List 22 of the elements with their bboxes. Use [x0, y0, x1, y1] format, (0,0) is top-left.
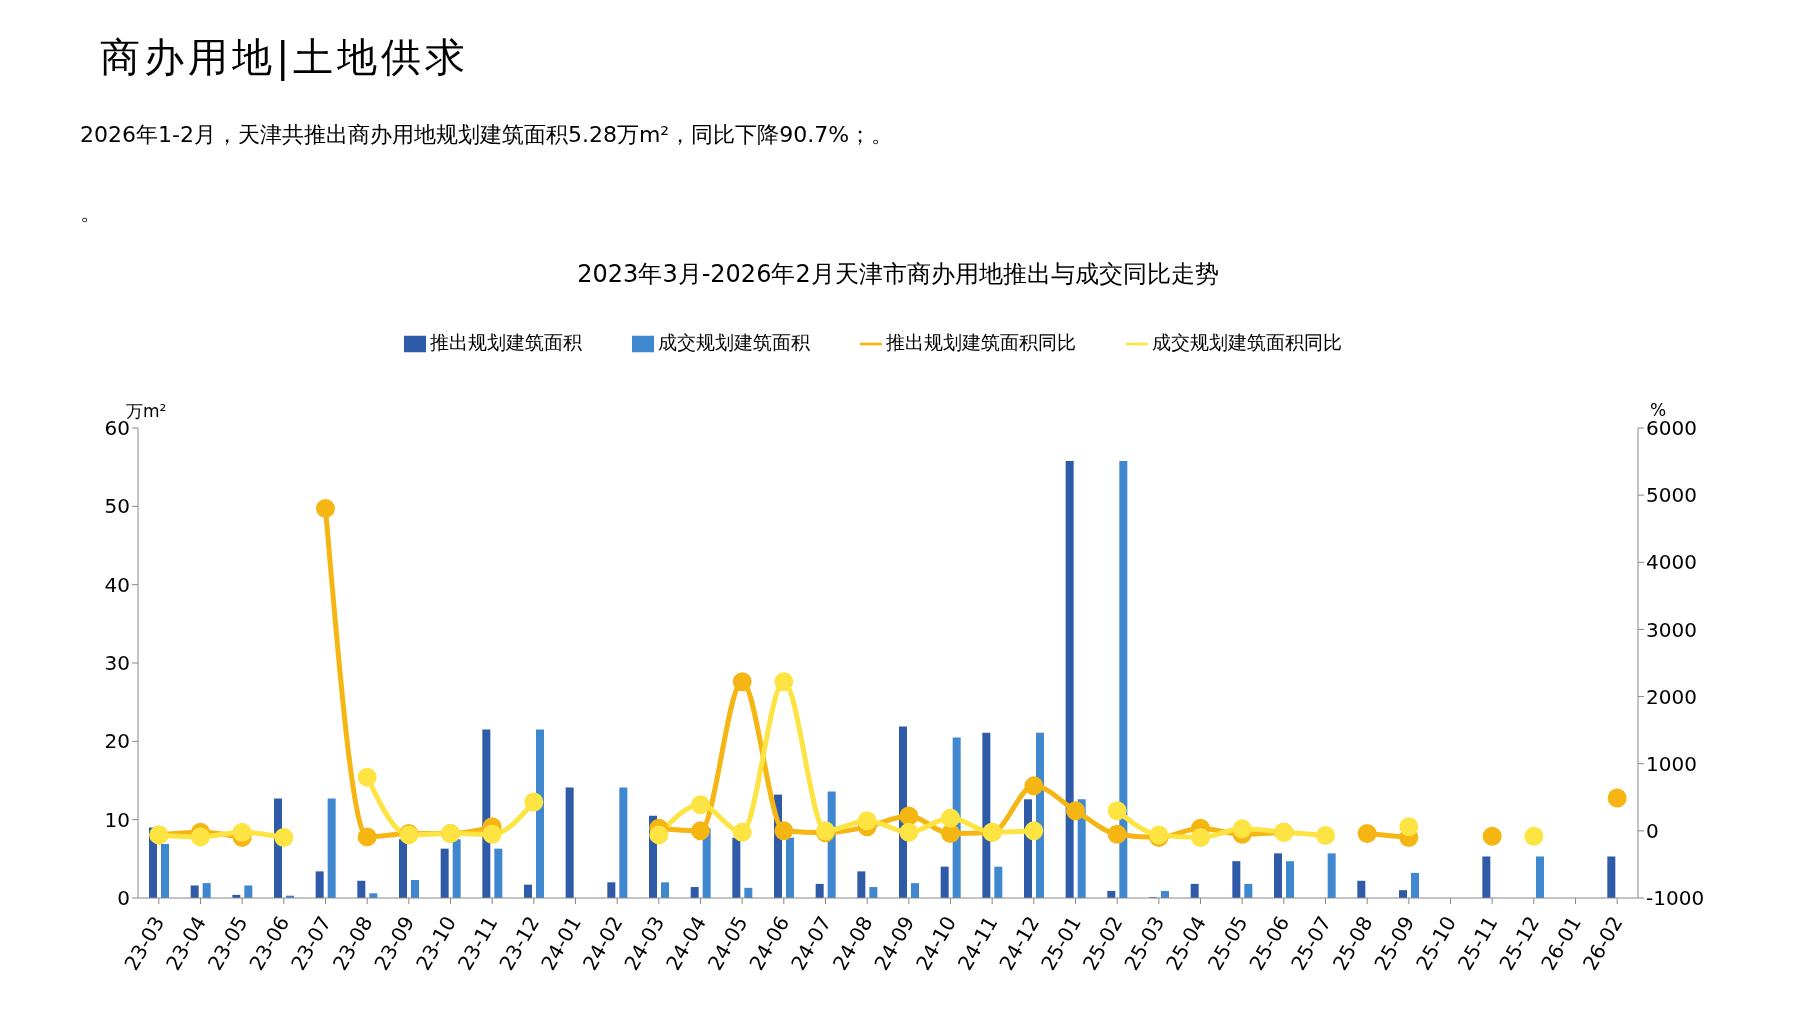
y2-tick-label: 4000	[1646, 550, 1697, 575]
y2-tick-label: 0	[1646, 818, 1659, 843]
y2-tick-label: 2000	[1646, 684, 1697, 709]
y-tick-label: 20	[104, 729, 130, 754]
text: 商办用地|土地供求	[100, 33, 470, 83]
y2-tick-label: 1000	[1646, 751, 1697, 776]
legend-label: 推出规划建筑面积同比	[886, 331, 1076, 353]
text: 。	[80, 199, 102, 227]
y-axis-title: 万m²	[126, 400, 167, 421]
y2-tick-label: -1000	[1646, 886, 1705, 911]
y-tick-label: 30	[104, 651, 130, 676]
chart-title: 2023年3月-2026年2月天津市商办用地推出与成交同比走势	[576, 259, 1220, 290]
text: 2026年1-2月，天津共推出商办用地规划建筑面积5.28万m²，同比下降90.7%；。	[80, 121, 894, 149]
y-tick-label: 40	[104, 572, 130, 597]
y2-tick-label: 5000	[1646, 483, 1697, 508]
legend-label: 成交规划建筑面积同比	[1152, 331, 1342, 353]
legend-label: 推出规划建筑面积	[430, 331, 582, 353]
y-tick-label: 50	[104, 494, 130, 519]
y2-tick-label: 3000	[1646, 617, 1697, 642]
y-tick-label: 0	[117, 886, 130, 911]
legend-label: 成交规划建筑面积	[658, 331, 810, 353]
y-tick-label: 10	[104, 807, 130, 832]
